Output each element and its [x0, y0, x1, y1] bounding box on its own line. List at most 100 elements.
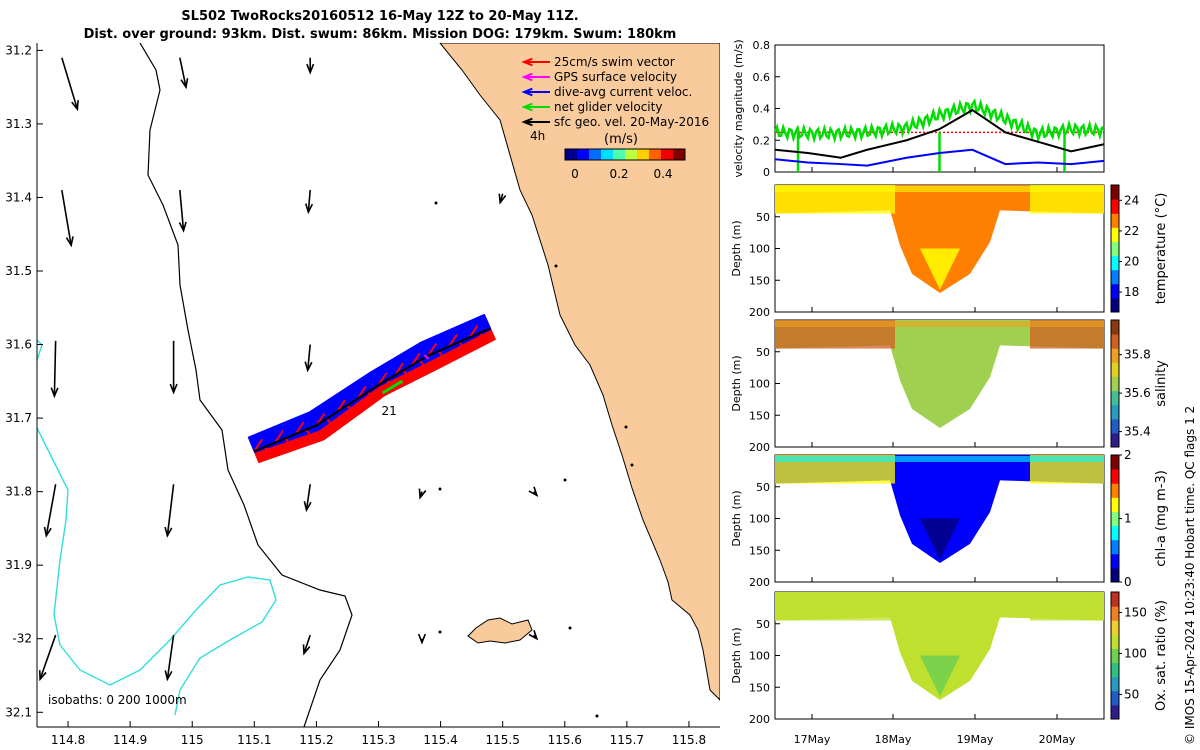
- geostrophic-arrow: [528, 486, 539, 497]
- section-colorbar-cell: [1111, 213, 1119, 228]
- map-x-tick-label: 115.7: [610, 733, 644, 747]
- swim-vector-spike: [419, 359, 429, 372]
- swim-vector-spike: [294, 421, 305, 435]
- islet-dot: [554, 264, 558, 268]
- section-colorbar-cell: [1111, 469, 1119, 484]
- swim-vector-spike: [253, 438, 264, 452]
- section-y-tick-label: 200: [749, 576, 770, 589]
- arrow-shaft: [166, 484, 175, 536]
- map-x-tick-label: 115: [181, 733, 204, 747]
- time-axis-label: 20May: [1039, 733, 1076, 746]
- time-axis-label: 19May: [957, 733, 994, 746]
- section-colorbar-cell: [1111, 348, 1119, 363]
- map-x-tick-label: 114.9: [113, 733, 147, 747]
- section-colorbar-label: chl-a (mg m-3): [1154, 470, 1169, 567]
- section-colorbar-cell: [1111, 483, 1119, 498]
- swim-vector-spike: [385, 379, 396, 391]
- map-x-tick-label: 115.3: [361, 733, 395, 747]
- arrow-shaft: [303, 634, 311, 654]
- arrow-head: [43, 526, 52, 538]
- rottnest-island: [467, 617, 533, 644]
- swim-vector-spike: [274, 430, 284, 444]
- geostrophic-arrow: [418, 488, 427, 500]
- geostrophic-arrow: [302, 634, 311, 656]
- section-y-tick-label: 150: [749, 544, 770, 557]
- speed-colorbar-cell: [637, 149, 650, 160]
- day-marker-label: 21: [382, 404, 397, 418]
- velocity-panel: 0 0.2 0.4 0.6 0.8 velocity magnitude (m/s): [732, 39, 1105, 179]
- map-y-tick-label: 31.7: [5, 411, 32, 425]
- section-colorbar-frame: [1110, 591, 1120, 720]
- section-colorbar-cell: [1111, 606, 1119, 621]
- section-colorbar-cell: [1111, 620, 1119, 635]
- map-x-tick-label: 115.1: [237, 733, 271, 747]
- geostrophic-arrow: [169, 340, 178, 395]
- section-panel-3: 50 100 150 200 Depth (m) 150 100 50 Ox. sat. rat…: [730, 591, 1169, 726]
- section-colorbar-label: Ox. sat. ratio (%): [1154, 600, 1169, 711]
- geostrophic-arrow: [43, 484, 57, 538]
- velocity-y-tick-label: 0.6: [753, 71, 771, 84]
- legend-label: net glider velocity: [554, 100, 662, 114]
- arrow-head: [71, 100, 79, 112]
- section-colorbar-tick-label: 20: [1124, 255, 1139, 269]
- section-y-tick-label: 150: [749, 274, 770, 287]
- section-colorbar-cell: [1111, 418, 1119, 434]
- legend-label: GPS surface velocity: [554, 70, 677, 84]
- swim-vector-spike: [448, 333, 458, 348]
- swim-vector-spike: [479, 332, 489, 344]
- section-colorbar-cell: [1111, 320, 1119, 335]
- map-y-tick-label: 31.2: [5, 43, 32, 57]
- geostrophic-arrow: [164, 634, 175, 682]
- speed-colorbar-cell: [649, 149, 662, 160]
- islet-dot: [434, 201, 438, 205]
- speed-colorbar-tick: 0.4: [653, 167, 672, 181]
- geostrophic-arrow: [304, 344, 313, 373]
- chart-title-line-1: SL502 TwoRocks20160512 16-May 12Z to 20-…: [181, 9, 579, 24]
- section-colorbar-tick-label: 100: [1124, 646, 1147, 660]
- swim-vector-spike: [468, 324, 479, 338]
- arrow-shaft: [166, 634, 175, 680]
- section-colorbar-cell: [1111, 539, 1119, 555]
- map-x-tick-label: 115.4: [423, 733, 457, 747]
- section-colorbar-label: temperature (°C): [1154, 193, 1169, 305]
- arrow-shaft: [307, 190, 311, 213]
- arrow-head: [304, 361, 313, 373]
- legend-label: 25cm/s swim vector: [554, 55, 675, 69]
- arrow-head: [521, 102, 533, 112]
- arrow-head: [521, 117, 533, 127]
- section-colorbar-tick-label: 150: [1124, 605, 1147, 619]
- section-y-label: Depth (m): [730, 220, 743, 276]
- arrow-shaft: [306, 344, 311, 371]
- map-plot-area: 21: [37, 43, 720, 727]
- section-y-tick-label: 100: [749, 243, 770, 256]
- section-colorbar-cell: [1111, 185, 1119, 200]
- section-y-label: Depth (m): [730, 490, 743, 546]
- section-colorbar-cell: [1111, 662, 1119, 678]
- net-velocity-segment: [381, 379, 404, 395]
- geostrophic-arrow: [179, 57, 189, 90]
- section-colorbar-tick-label: 35.4: [1124, 425, 1151, 439]
- time-axis-label: 18May: [875, 733, 912, 746]
- geostrophic-arrow: [38, 634, 57, 682]
- section-y-tick-label: 200: [749, 713, 770, 726]
- section-colorbar-cell: [1111, 432, 1119, 448]
- swim-vector-spike: [437, 350, 448, 362]
- section-y-label: Depth (m): [730, 355, 743, 411]
- time-axis-label: 17May: [794, 733, 831, 746]
- swim-vector-spike: [427, 343, 438, 357]
- legend-swatch: [521, 117, 550, 127]
- geostrophic-arrow: [528, 629, 539, 641]
- section-y-tick-label: 50: [756, 481, 770, 494]
- arrow-shaft: [45, 484, 57, 536]
- section-colorbar-cell: [1111, 334, 1119, 349]
- map-y-tick-label: 31.3: [5, 117, 32, 131]
- section-panel-2: 50 100 150 200 Depth (m) 2 1 0 chl-a (mg m-3): [730, 448, 1169, 589]
- isobath-1000m-b: [37, 427, 277, 716]
- geostrophic-arrow: [164, 484, 175, 538]
- section-data-fill: [775, 592, 1104, 700]
- legend-label: dive-avg current veloc.: [554, 85, 692, 99]
- section-colorbar-cell: [1111, 497, 1119, 512]
- section-colorbar-cell: [1111, 525, 1119, 541]
- map-x-tick-label: 114.8: [51, 733, 85, 747]
